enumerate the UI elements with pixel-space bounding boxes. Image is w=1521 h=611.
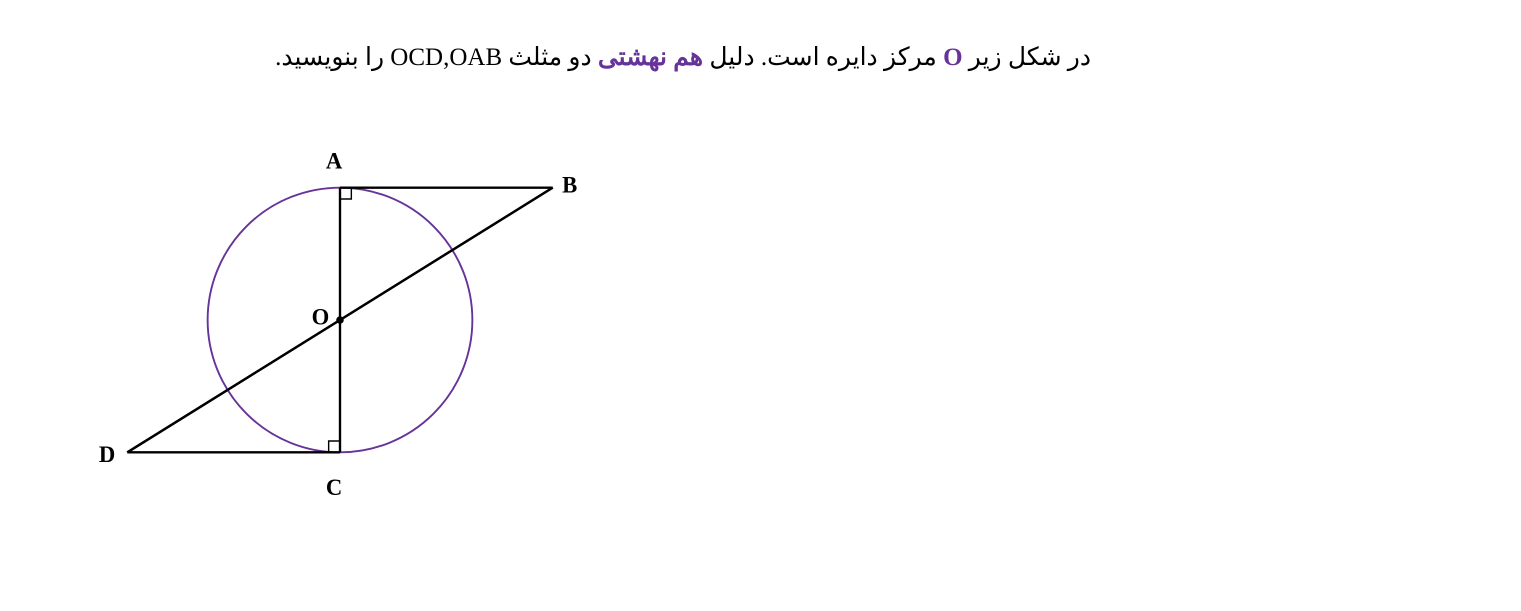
q-part1: مرکز دایره است. دلیل bbox=[703, 44, 937, 71]
label-A: A bbox=[326, 149, 343, 174]
question-text: در شکل زیر O مرکز دایره است. دلیل هم نهش… bbox=[211, 38, 1091, 78]
label-O: O bbox=[312, 305, 330, 330]
q-part2: دو مثلث bbox=[502, 44, 591, 71]
label-D: D bbox=[99, 442, 115, 467]
geometry-diagram: A B C D O bbox=[80, 100, 600, 540]
label-C: C bbox=[326, 475, 342, 500]
q-part3: را بنویسید. bbox=[275, 44, 384, 71]
diagram-svg: A B C D O bbox=[80, 100, 600, 540]
q-triangles: OCD,OAB bbox=[390, 44, 502, 71]
q-O: O bbox=[943, 44, 962, 71]
center-point bbox=[336, 316, 344, 324]
q-prefix: در شکل زیر bbox=[963, 44, 1091, 71]
label-B: B bbox=[562, 172, 577, 197]
right-angle-marker-0 bbox=[340, 188, 351, 199]
q-highlight: هم نهشتی bbox=[598, 44, 703, 71]
right-angle-marker-1 bbox=[329, 441, 340, 452]
